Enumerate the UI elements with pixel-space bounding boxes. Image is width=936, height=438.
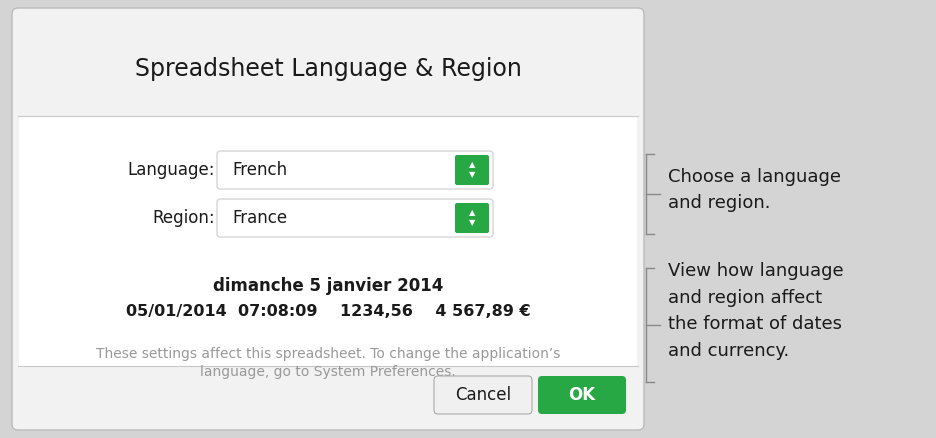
FancyBboxPatch shape	[433, 376, 532, 414]
Text: 05/01/2014  07:08:09    1234,56    4 567,89 €: 05/01/2014 07:08:09 1234,56 4 567,89 €	[125, 304, 530, 319]
Text: View how language
and region affect
the format of dates
and currency.: View how language and region affect the …	[667, 262, 842, 360]
Text: OK: OK	[568, 386, 595, 404]
FancyBboxPatch shape	[455, 155, 489, 185]
Text: Choose a language
and region.: Choose a language and region.	[667, 168, 841, 212]
Text: ▲: ▲	[468, 208, 475, 218]
Text: ▲: ▲	[468, 160, 475, 170]
Text: France: France	[232, 209, 286, 227]
FancyBboxPatch shape	[12, 8, 643, 430]
Text: Spreadsheet Language & Region: Spreadsheet Language & Region	[135, 57, 520, 81]
Text: French: French	[232, 161, 286, 179]
Text: These settings affect this spreadsheet. To change the application’s: These settings affect this spreadsheet. …	[95, 347, 560, 361]
FancyBboxPatch shape	[19, 116, 636, 366]
Text: language, go to System Preferences.: language, go to System Preferences.	[200, 365, 456, 379]
Text: Language:: Language:	[127, 161, 214, 179]
Text: ▼: ▼	[468, 219, 475, 227]
Text: ▼: ▼	[468, 170, 475, 180]
FancyBboxPatch shape	[14, 10, 641, 120]
Text: Region:: Region:	[153, 209, 214, 227]
FancyBboxPatch shape	[217, 151, 492, 189]
Text: Cancel: Cancel	[455, 386, 510, 404]
FancyBboxPatch shape	[217, 199, 492, 237]
FancyBboxPatch shape	[537, 376, 625, 414]
FancyBboxPatch shape	[455, 203, 489, 233]
Text: dimanche 5 janvier 2014: dimanche 5 janvier 2014	[212, 277, 443, 295]
